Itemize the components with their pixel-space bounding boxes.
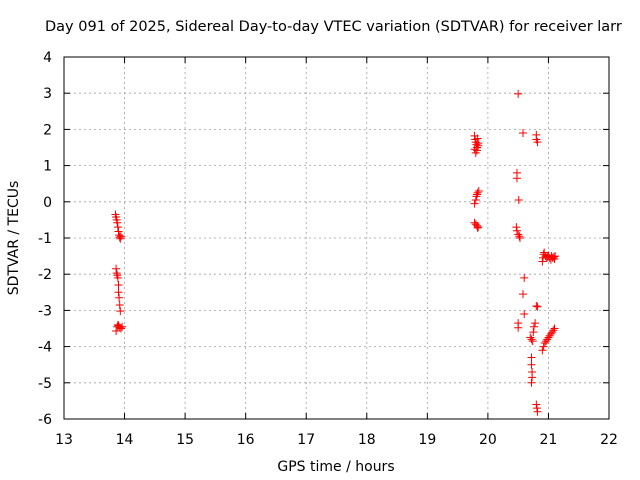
data-point (114, 227, 123, 236)
y-axis-label: SDTVAR / TECUs (6, 181, 22, 296)
data-point (527, 378, 536, 387)
data-point (114, 288, 123, 297)
data-point (532, 400, 541, 409)
data-point (527, 353, 536, 362)
data-point (514, 323, 523, 332)
x-tick-label: 18 (358, 432, 376, 448)
data-point (112, 327, 121, 336)
data-point (118, 322, 127, 331)
data-point (520, 273, 529, 282)
y-tick-label: 0 (43, 195, 52, 211)
data-points (111, 89, 560, 416)
data-point (529, 328, 538, 337)
data-point (115, 233, 124, 242)
y-tick-label: -5 (38, 376, 52, 392)
data-point (473, 134, 482, 143)
x-tick-label: 22 (600, 432, 618, 448)
data-point (113, 273, 122, 282)
data-point (112, 264, 121, 273)
data-point (514, 195, 523, 204)
y-tick-label: -6 (38, 412, 52, 428)
y-tick-label: -2 (38, 267, 52, 283)
x-tick-labels: 13 14 15 16 17 18 19 20 21 22 (55, 432, 618, 448)
data-point (531, 319, 540, 328)
x-tick-label: 16 (237, 432, 255, 448)
y-tick-label: 3 (43, 86, 52, 102)
data-point (115, 231, 124, 240)
y-tick-label: 4 (43, 50, 52, 66)
data-point (532, 302, 541, 311)
data-point (474, 141, 483, 150)
data-point (529, 322, 538, 331)
data-point (473, 188, 482, 197)
data-point (512, 223, 521, 232)
data-point (113, 223, 122, 232)
data-point (474, 186, 483, 195)
y-tick-label: 1 (43, 159, 52, 175)
data-point (471, 195, 480, 204)
data-point (473, 223, 482, 232)
plot-frame (63, 56, 610, 420)
x-tick-label: 20 (479, 432, 497, 448)
data-point (472, 192, 481, 201)
data-point (538, 257, 547, 266)
y-tick-label: -4 (38, 340, 52, 356)
data-point (515, 232, 524, 241)
data-point (519, 129, 528, 138)
data-point (527, 360, 536, 369)
data-point (533, 138, 542, 147)
y-tick-label: 2 (43, 122, 52, 138)
data-point (112, 269, 121, 278)
data-point (533, 407, 542, 416)
data-point (474, 223, 483, 232)
y-tick-label: -3 (38, 303, 52, 319)
x-tick-label: 19 (418, 432, 436, 448)
data-point (116, 324, 125, 333)
data-point (470, 199, 479, 208)
data-point (527, 335, 536, 344)
data-point (514, 89, 523, 98)
data-point (116, 307, 125, 316)
x-tick-label: 21 (540, 432, 558, 448)
data-point (539, 342, 548, 351)
data-point (472, 190, 481, 199)
x-tick-label: 15 (176, 432, 194, 448)
data-point (114, 281, 123, 290)
data-point (115, 300, 124, 309)
data-point (514, 230, 523, 239)
data-point (550, 324, 559, 333)
data-point (549, 326, 558, 335)
data-point (519, 290, 528, 299)
data-point (532, 404, 541, 413)
data-point (533, 302, 542, 311)
data-point (520, 310, 529, 319)
x-tick-label: 14 (116, 432, 134, 448)
data-point (528, 373, 537, 382)
data-point (113, 218, 122, 227)
data-point (528, 337, 537, 346)
x-axis-label: GPS time / hours (277, 459, 394, 475)
data-point (512, 174, 521, 183)
data-point (551, 252, 560, 261)
data-point (472, 146, 481, 155)
x-tick-label: 17 (297, 432, 315, 448)
data-point (115, 293, 124, 302)
chart-title: Day 091 of 2025, Sidereal Day-to-day VTE… (45, 19, 622, 35)
x-tick-label: 13 (55, 432, 73, 448)
data-point (116, 232, 125, 241)
y-tick-labels: -6 -5 -4 -3 -2 -1 0 1 2 3 4 (38, 50, 52, 428)
data-point (538, 346, 547, 355)
data-point (515, 234, 524, 242)
data-point (512, 226, 521, 235)
y-tick-label: -1 (38, 231, 52, 247)
data-point (540, 248, 549, 257)
grid-lines (64, 57, 609, 419)
